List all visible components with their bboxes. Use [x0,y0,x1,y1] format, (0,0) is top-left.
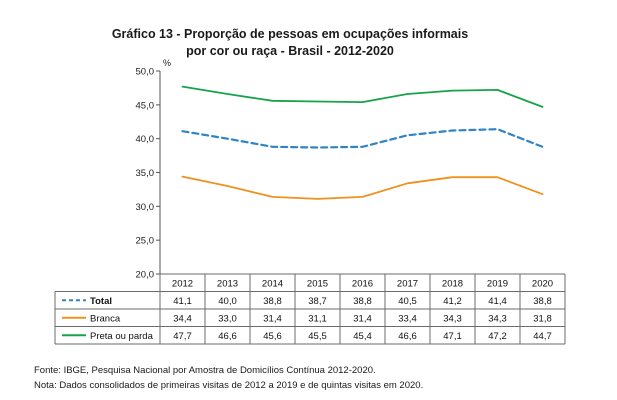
legend-label: Preta ou parda [90,331,154,342]
data-label: 38,8 [263,296,282,307]
data-label: 40,5 [398,296,417,307]
source-note: Fonte: IBGE, Pesquisa Nacional por Amost… [34,365,376,376]
y-tick-label: 20,0 [136,270,155,281]
data-label: 45,6 [263,331,282,342]
y-axis-unit-label: % [163,58,171,68]
data-label: 47,2 [488,331,507,342]
x-category-label: 2013 [217,278,238,289]
y-tick-label: 25,0 [136,236,155,247]
y-tick-label: 45,0 [136,100,155,111]
x-category-label: 2012 [172,278,193,289]
x-category-label: 2020 [532,278,553,289]
series-line-branca [181,175,544,200]
x-category-label: 2016 [352,278,373,289]
data-label: 45,5 [308,331,327,342]
data-label: 46,6 [398,331,417,342]
data-label: 38,8 [533,296,552,307]
data-label: 38,7 [308,296,327,307]
data-label: 31,4 [353,313,372,324]
data-label: 47,7 [173,331,192,342]
x-category-label: 2019 [487,278,508,289]
data-label: 31,8 [533,313,552,324]
data-label: 34,4 [173,313,192,324]
x-category-label: 2017 [397,278,418,289]
data-label: 41,4 [488,296,507,307]
chart-title-line-1: Gráfico 13 - Proporção de pessoas em ocu… [111,27,469,41]
x-category-label: 2015 [307,278,328,289]
series-line-preta-ou-parda [181,85,544,108]
data-note: Nota: Dados consolidados de primeiras vi… [34,380,424,391]
data-label: 41,2 [443,296,462,307]
series-line-total [181,128,544,149]
data-label: 44,7 [533,331,552,342]
y-tick-label: 50,0 [136,67,155,78]
data-label: 38,8 [353,296,372,307]
y-tick-label: 40,0 [136,134,155,145]
y-tick-label: 35,0 [136,168,155,179]
data-label: 31,1 [308,313,327,324]
data-label: 34,3 [488,313,507,324]
data-label: 40,0 [218,296,237,307]
legend-label: Total [90,296,112,307]
x-category-label: 2018 [442,278,463,289]
data-label: 46,6 [218,331,237,342]
chart-title-line-2: por cor ou raça - Brasil - 2012-2020 [186,44,394,58]
y-tick-label: 30,0 [136,202,155,213]
data-label: 33,4 [398,313,417,324]
data-label: 45,4 [353,331,372,342]
data-label: 31,4 [263,313,282,324]
data-label: 33,0 [218,313,237,324]
legend-label: Branca [90,313,121,324]
x-category-label: 2014 [262,278,283,289]
data-label: 34,3 [443,313,462,324]
data-label: 41,1 [173,296,192,307]
data-label: 47,1 [443,331,462,342]
